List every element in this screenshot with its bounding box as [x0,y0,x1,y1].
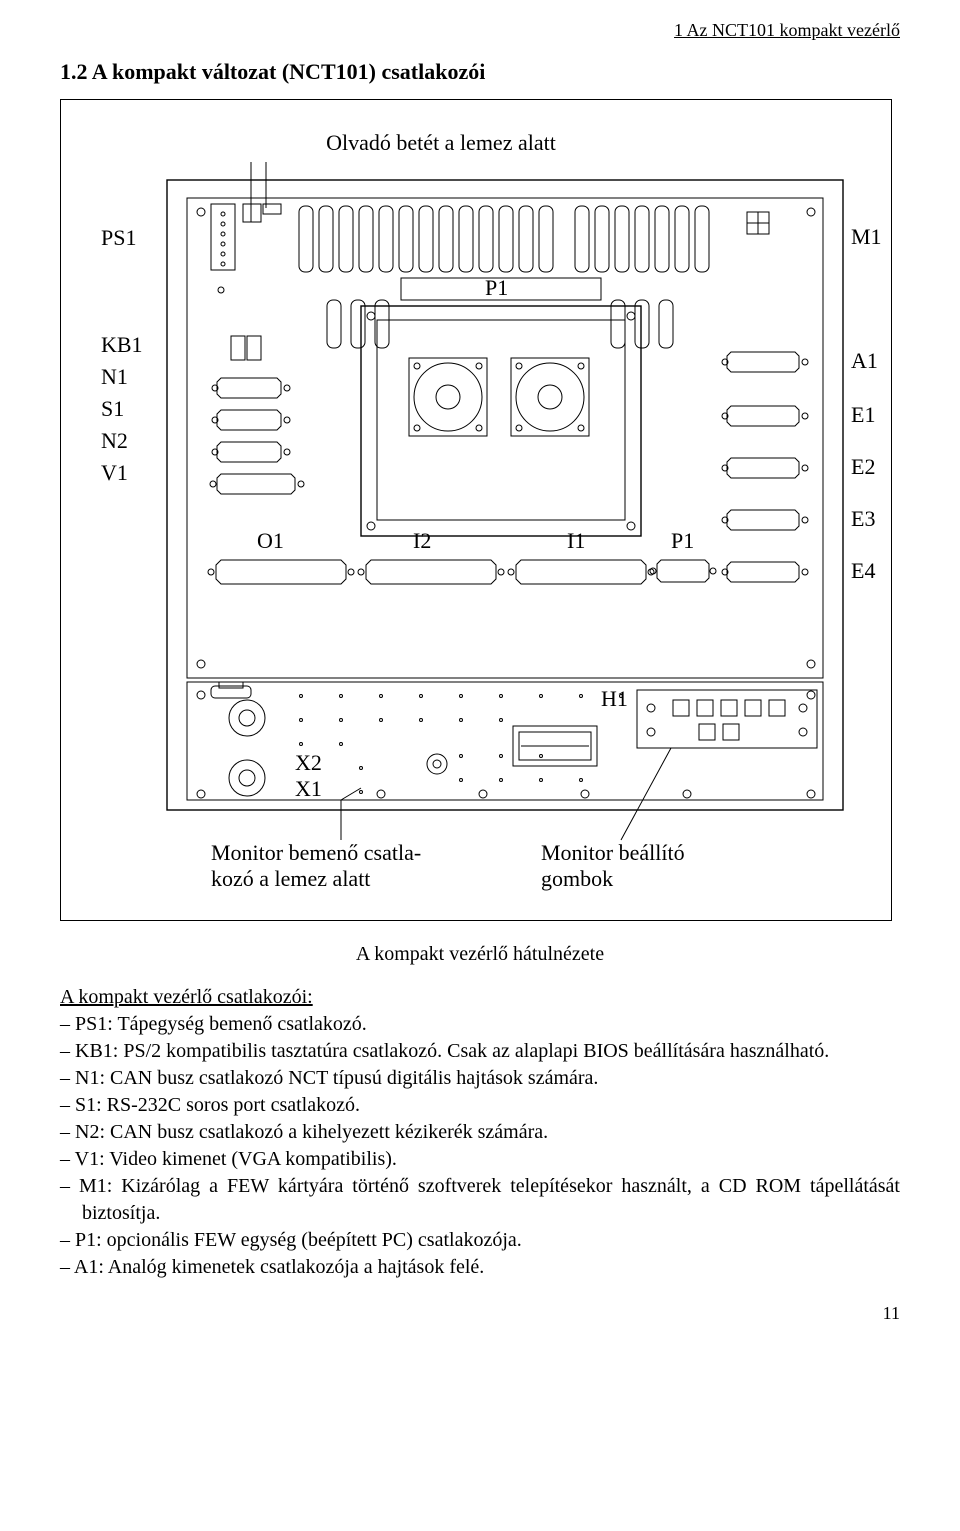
callout-monitor-buttons: Monitor beállító gombok [541,840,761,892]
conn-item: – PS1: Tápegység bemenő csatlakozó. [60,1011,900,1038]
section-title: 1.2 A kompakt változat (NCT101) csatlako… [60,59,900,85]
label-m1: M1 [851,224,882,250]
label-e4: E4 [851,558,875,584]
label-p1-top: P1 [485,275,508,301]
conn-item: – S1: RS-232C soros port csatlakozó. [60,1092,900,1119]
label-e1: E1 [851,402,875,428]
label-e2: E2 [851,454,875,480]
rearview-figure: Olvadó betét a lemez alatt PS1 KB1 N1 S1… [60,99,892,921]
label-x1: X1 [295,776,322,802]
conn-item: – N2: CAN busz csatlakozó a kihelyezett … [60,1119,900,1146]
callout-fuse: Olvadó betét a lemez alatt [291,130,591,156]
label-e3: E3 [851,506,875,532]
label-kb1: KB1 [101,332,143,358]
label-i2: I2 [413,528,431,554]
label-n2: N2 [101,428,128,454]
label-v1: V1 [101,460,128,486]
conn-item: – V1: Video kimenet (VGA kompatibilis). [60,1146,900,1173]
conn-item: – P1: opcionális FEW egység (beépített P… [60,1227,900,1254]
label-ps1: PS1 [101,225,136,251]
label-h1: H1 [601,686,628,712]
label-a1: A1 [851,348,878,374]
label-p1b: P1 [671,528,694,554]
conn-item: – A1: Analóg kimenetek csatlakozója a ha… [60,1254,900,1281]
callout-monitor-in: Monitor bemenő csatla- kozó a lemez alat… [211,840,471,892]
conn-item: – N1: CAN busz csatlakozó NCT típusú dig… [60,1065,900,1092]
page-header-right: 1 Az NCT101 kompakt vezérlő [60,20,900,41]
label-i1: I1 [567,528,585,554]
label-n1: N1 [101,364,128,390]
rearview-caption: A kompakt vezérlő hátulnézete [60,943,900,966]
conn-item: – M1: Kizárólag a FEW kártyára történő s… [60,1173,900,1227]
connectors-list: – PS1: Tápegység bemenő csatlakozó. – KB… [60,1011,900,1281]
label-x2: X2 [295,750,322,776]
document-page: 1 Az NCT101 kompakt vezérlő 1.2 A kompak… [0,0,960,1354]
connectors-title: A kompakt vezérlő csatlakozói: [60,986,900,1009]
label-o1: O1 [257,528,284,554]
page-number: 11 [60,1303,900,1324]
conn-item: – KB1: PS/2 kompatibilis tasztatúra csat… [60,1038,900,1065]
label-s1: S1 [101,396,124,422]
